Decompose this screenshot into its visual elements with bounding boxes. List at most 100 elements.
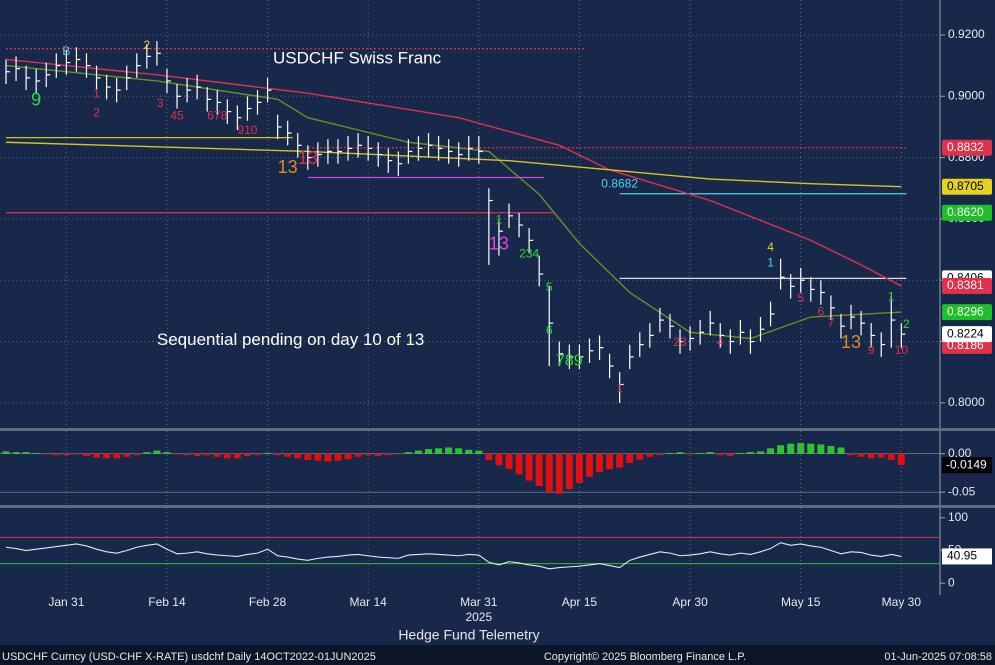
x-tick-label: Apr 15 [562,595,598,609]
histogram-bar [274,453,282,456]
y-tick-label: 100 [948,510,968,524]
annotation: 9 [31,90,41,110]
histogram-bar [12,452,20,454]
histogram-bar [173,453,181,455]
histogram-bar [183,453,191,456]
annotation: 7 [828,315,835,329]
histogram-bar [485,453,493,460]
moving-average [5,58,902,287]
histogram-bar [133,453,141,456]
histogram-bar [676,452,684,454]
histogram-bar [777,445,785,454]
histogram-bar [52,453,60,456]
footer-center: Copyright© 2025 Bloomberg Finance L.P. [544,651,746,663]
histogram-bar [62,453,70,456]
histogram-bar [616,453,624,468]
annotation: 6 [546,323,553,337]
histogram-bar [2,451,10,454]
histogram-bar [324,453,332,462]
caption: Hedge Fund Telemetry [398,627,539,643]
last-value-label: 40.95 [947,549,977,563]
price-label: 0.8296 [947,304,984,318]
x-tick-label: Feb 28 [249,595,287,609]
x-tick-label: Mar 31 [460,595,498,609]
histogram-bar [404,452,412,454]
histogram-bar [696,452,704,454]
histogram-bar [103,453,111,459]
histogram-bar [807,443,815,454]
histogram-bar [123,453,131,457]
histogram-bar [233,453,241,459]
histogram-bar [726,453,734,456]
annotation: 1 [496,213,503,227]
last-value-box [942,548,992,565]
x-tick-label: May 30 [882,595,922,609]
histogram-bar [72,453,80,455]
histogram-bar [425,449,433,454]
last-value-box [942,457,992,474]
annotation: 13 [278,157,298,177]
histogram-bar [716,453,724,456]
annotation: 5 [797,291,804,305]
histogram-bar [515,453,523,475]
histogram-bar [254,453,261,456]
histogram-bar [706,452,714,454]
histogram-bar [596,453,604,473]
histogram-bar [42,453,50,455]
histogram-bar [284,453,292,457]
y-tick-label: 0 [948,575,955,589]
price-label: 0.8620 [947,205,984,219]
histogram-bar [736,452,744,454]
x-axis-panel [0,595,995,645]
price-label: 0.8224 [947,326,984,340]
price-label: 0.8381 [947,278,984,292]
annotation: 45 [170,108,184,122]
histogram-bar [545,453,553,493]
histogram-bar [817,444,825,454]
histogram-bar [384,453,392,456]
histogram-bar [364,453,372,456]
histogram-bar [626,453,634,463]
histogram-bar [113,453,121,459]
histogram-bar [877,453,885,458]
y-tick-label: 0.00 [948,446,972,460]
histogram-bar [223,453,231,459]
annotation: Sequential pending on day 10 of 13 [157,330,425,349]
histogram-bar [757,451,764,454]
price-label: 0.8832 [947,140,984,154]
histogram-bar [837,447,845,454]
x-tick-label: May 15 [781,595,821,609]
footer-bar [0,645,995,665]
annotation: 1 [93,86,100,100]
annotation: 10 [895,343,909,357]
price-label-box [942,204,992,221]
histogram-bar [193,453,201,456]
histogram-bar [475,450,483,454]
histogram-bar [82,453,90,456]
x-tick-label: Mar 14 [349,595,387,609]
histogram-bar [294,453,302,459]
histogram-bar [887,453,895,460]
histogram-bar [787,443,795,454]
histogram-bar [354,453,362,457]
annotation: 234 [519,246,539,260]
histogram-bar [374,453,382,456]
histogram-bar [646,453,654,457]
annotation: 13 [489,234,509,254]
histogram-bar [505,453,513,470]
annotation: 9 [868,343,875,357]
footer-right: 01-Jun-2025 07:08:58 [884,651,992,663]
histogram-bar [153,450,161,454]
annotation: 2 [903,317,910,331]
histogram-bar [767,448,775,454]
chart-title: USDCHF Swiss Franc [273,48,442,67]
histogram-bar [203,453,211,456]
histogram-bar [686,453,694,455]
y-tick-label: 0.9200 [948,27,985,41]
histogram-bar [143,452,151,454]
y-tick-label: 0.8000 [948,395,985,409]
histogram-bar [827,446,835,454]
x-tick-label: Jan 31 [48,595,84,609]
